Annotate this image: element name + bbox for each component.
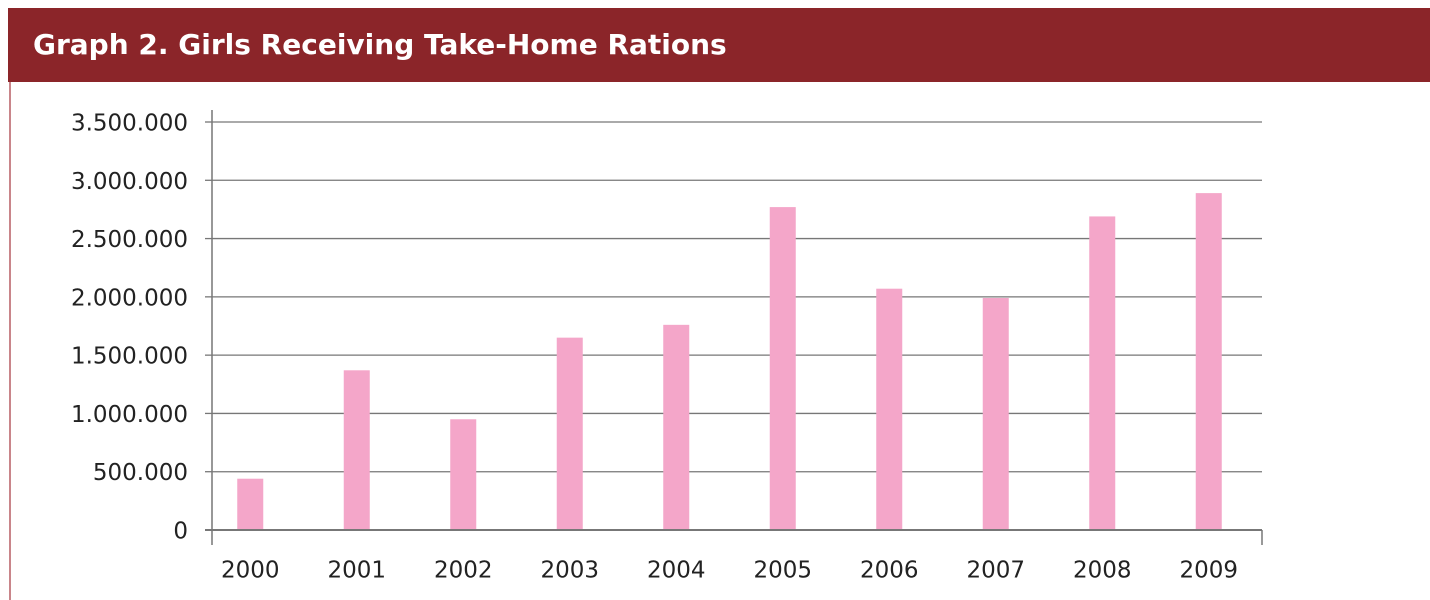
- bar: [237, 478, 264, 530]
- bar: [1089, 216, 1116, 530]
- bar: [769, 207, 796, 530]
- bar: [876, 288, 903, 530]
- x-tick-label: 2002: [434, 558, 493, 584]
- chart-title: Graph 2. Girls Receiving Take-Home Ratio…: [33, 28, 727, 61]
- bar: [556, 337, 583, 530]
- x-tick-label: 2004: [647, 558, 706, 584]
- y-tick-label: 1.500.000: [71, 344, 188, 370]
- bar: [982, 298, 1009, 530]
- bar: [1195, 193, 1222, 530]
- y-tick-label: 2.500.000: [71, 227, 188, 253]
- y-tick-label: 3.500.000: [71, 111, 188, 137]
- x-tick-label: 2008: [1073, 558, 1132, 584]
- y-tick-label: 2.000.000: [71, 285, 188, 311]
- header-band: [8, 8, 1430, 82]
- y-tick-label: 0: [173, 519, 188, 545]
- y-tick-label: 3.000.000: [71, 169, 188, 195]
- y-tick-label: 500.000: [93, 460, 188, 486]
- x-tick-label: 2009: [1179, 558, 1238, 584]
- x-tick-label: 2000: [221, 558, 280, 584]
- x-tick-label: 2003: [540, 558, 599, 584]
- bar: [663, 324, 690, 530]
- x-tick-label: 2005: [753, 558, 812, 584]
- bar: [343, 370, 370, 530]
- x-tick-label: 2006: [860, 558, 919, 584]
- bar: [450, 419, 477, 530]
- y-tick-label: 1.000.000: [71, 402, 188, 428]
- x-tick-label: 2007: [966, 558, 1025, 584]
- x-tick-label: 2001: [327, 558, 386, 584]
